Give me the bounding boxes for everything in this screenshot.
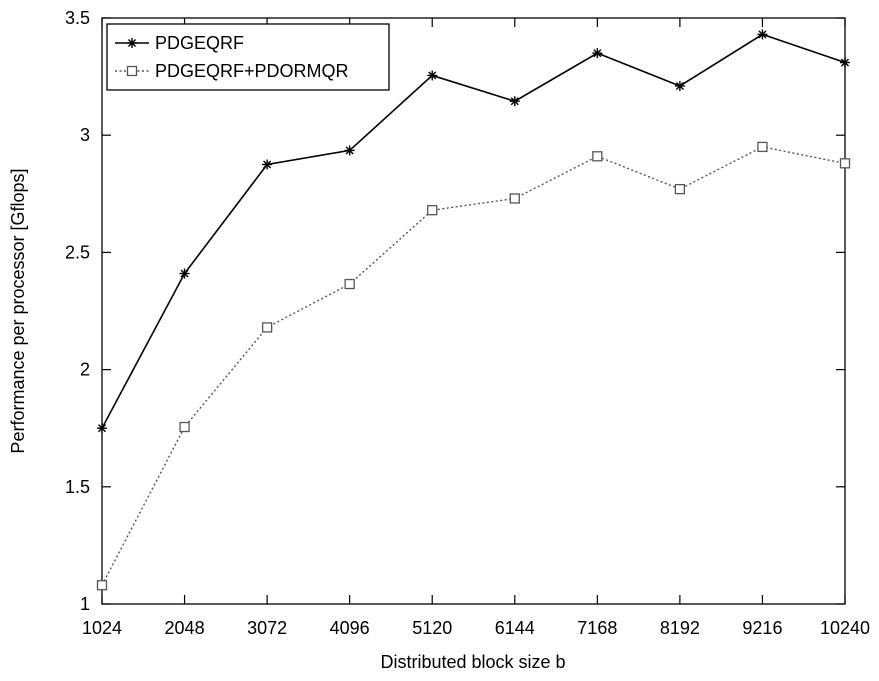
data-point-series-1	[757, 29, 768, 40]
marker-stroke	[428, 71, 437, 80]
axes: 1 1.5 2 2.5 3 3.5 1024 2048 3072 4096 5120 6144 7168…	[65, 8, 870, 638]
x-tick-label: 1024	[82, 618, 122, 638]
x-tick-label: 9216	[742, 618, 782, 638]
legend-box	[106, 23, 390, 91]
data-point-series-2	[592, 151, 603, 162]
marker-stroke	[345, 146, 354, 155]
marker-stroke	[127, 38, 137, 48]
data-point-series-2	[179, 421, 190, 433]
series-line-1	[101, 33, 846, 429]
y-tick-label: 3	[80, 125, 90, 145]
data-point-series-2	[509, 193, 520, 204]
y-tick-label: 2.5	[65, 242, 90, 262]
x-axis-label: Distributed block size b	[380, 652, 565, 672]
marker-stroke	[180, 269, 189, 278]
x-tick-label: 8192	[660, 618, 700, 638]
data-point-series-1	[674, 80, 685, 91]
data-point-series-1	[427, 70, 438, 81]
plot-series	[96, 29, 851, 591]
data-point-series-1	[840, 57, 850, 68]
y-tick-label: 3.5	[65, 8, 90, 28]
series-line-2	[101, 146, 846, 586]
data-point-series-1	[262, 159, 273, 170]
data-point-series-2	[344, 278, 355, 290]
marker-stroke	[97, 424, 107, 433]
data-point-series-2	[757, 141, 768, 153]
y-axis-label: Performance per processor [Gflops]	[8, 168, 28, 453]
x-tick-label: 10240	[820, 618, 870, 638]
legend-label-1: PDGEQRF	[155, 33, 244, 53]
x-tick-label: 5120	[412, 618, 452, 638]
data-point-series-2	[674, 183, 686, 195]
data-point-series-1	[97, 423, 107, 434]
data-point-series-1	[344, 145, 355, 156]
marker-stroke	[510, 97, 519, 106]
data-point-series-1	[179, 268, 190, 279]
legend: PDGEQRF PDGEQRF+PDORMQR	[106, 23, 390, 91]
marker-stroke	[758, 30, 767, 39]
legend-marker-1	[127, 38, 137, 48]
x-tick-label: 4096	[330, 618, 370, 638]
y-tick-label: 2	[80, 360, 90, 380]
data-point-series-1	[509, 96, 520, 107]
marker-stroke	[593, 49, 602, 58]
data-point-series-2	[839, 158, 851, 169]
x-tick-label: 3072	[247, 618, 287, 638]
legend-label-2: PDGEQRF+PDORMQR	[155, 61, 349, 81]
y-tick-label: 1	[80, 594, 90, 614]
data-point-series-2	[261, 322, 273, 333]
marker-stroke	[263, 160, 272, 169]
legend-marker-2	[126, 65, 138, 77]
data-point-series-1	[592, 48, 603, 59]
plot-frame	[101, 17, 846, 605]
data-point-series-2	[427, 205, 438, 216]
x-tick-label: 2048	[165, 618, 205, 638]
marker-stroke	[840, 58, 850, 67]
y-tick-label: 1.5	[65, 477, 90, 497]
marker-stroke	[675, 81, 684, 91]
x-tick-label: 7168	[577, 618, 617, 638]
x-tick-label: 6144	[495, 618, 535, 638]
data-point-series-2	[96, 580, 108, 591]
